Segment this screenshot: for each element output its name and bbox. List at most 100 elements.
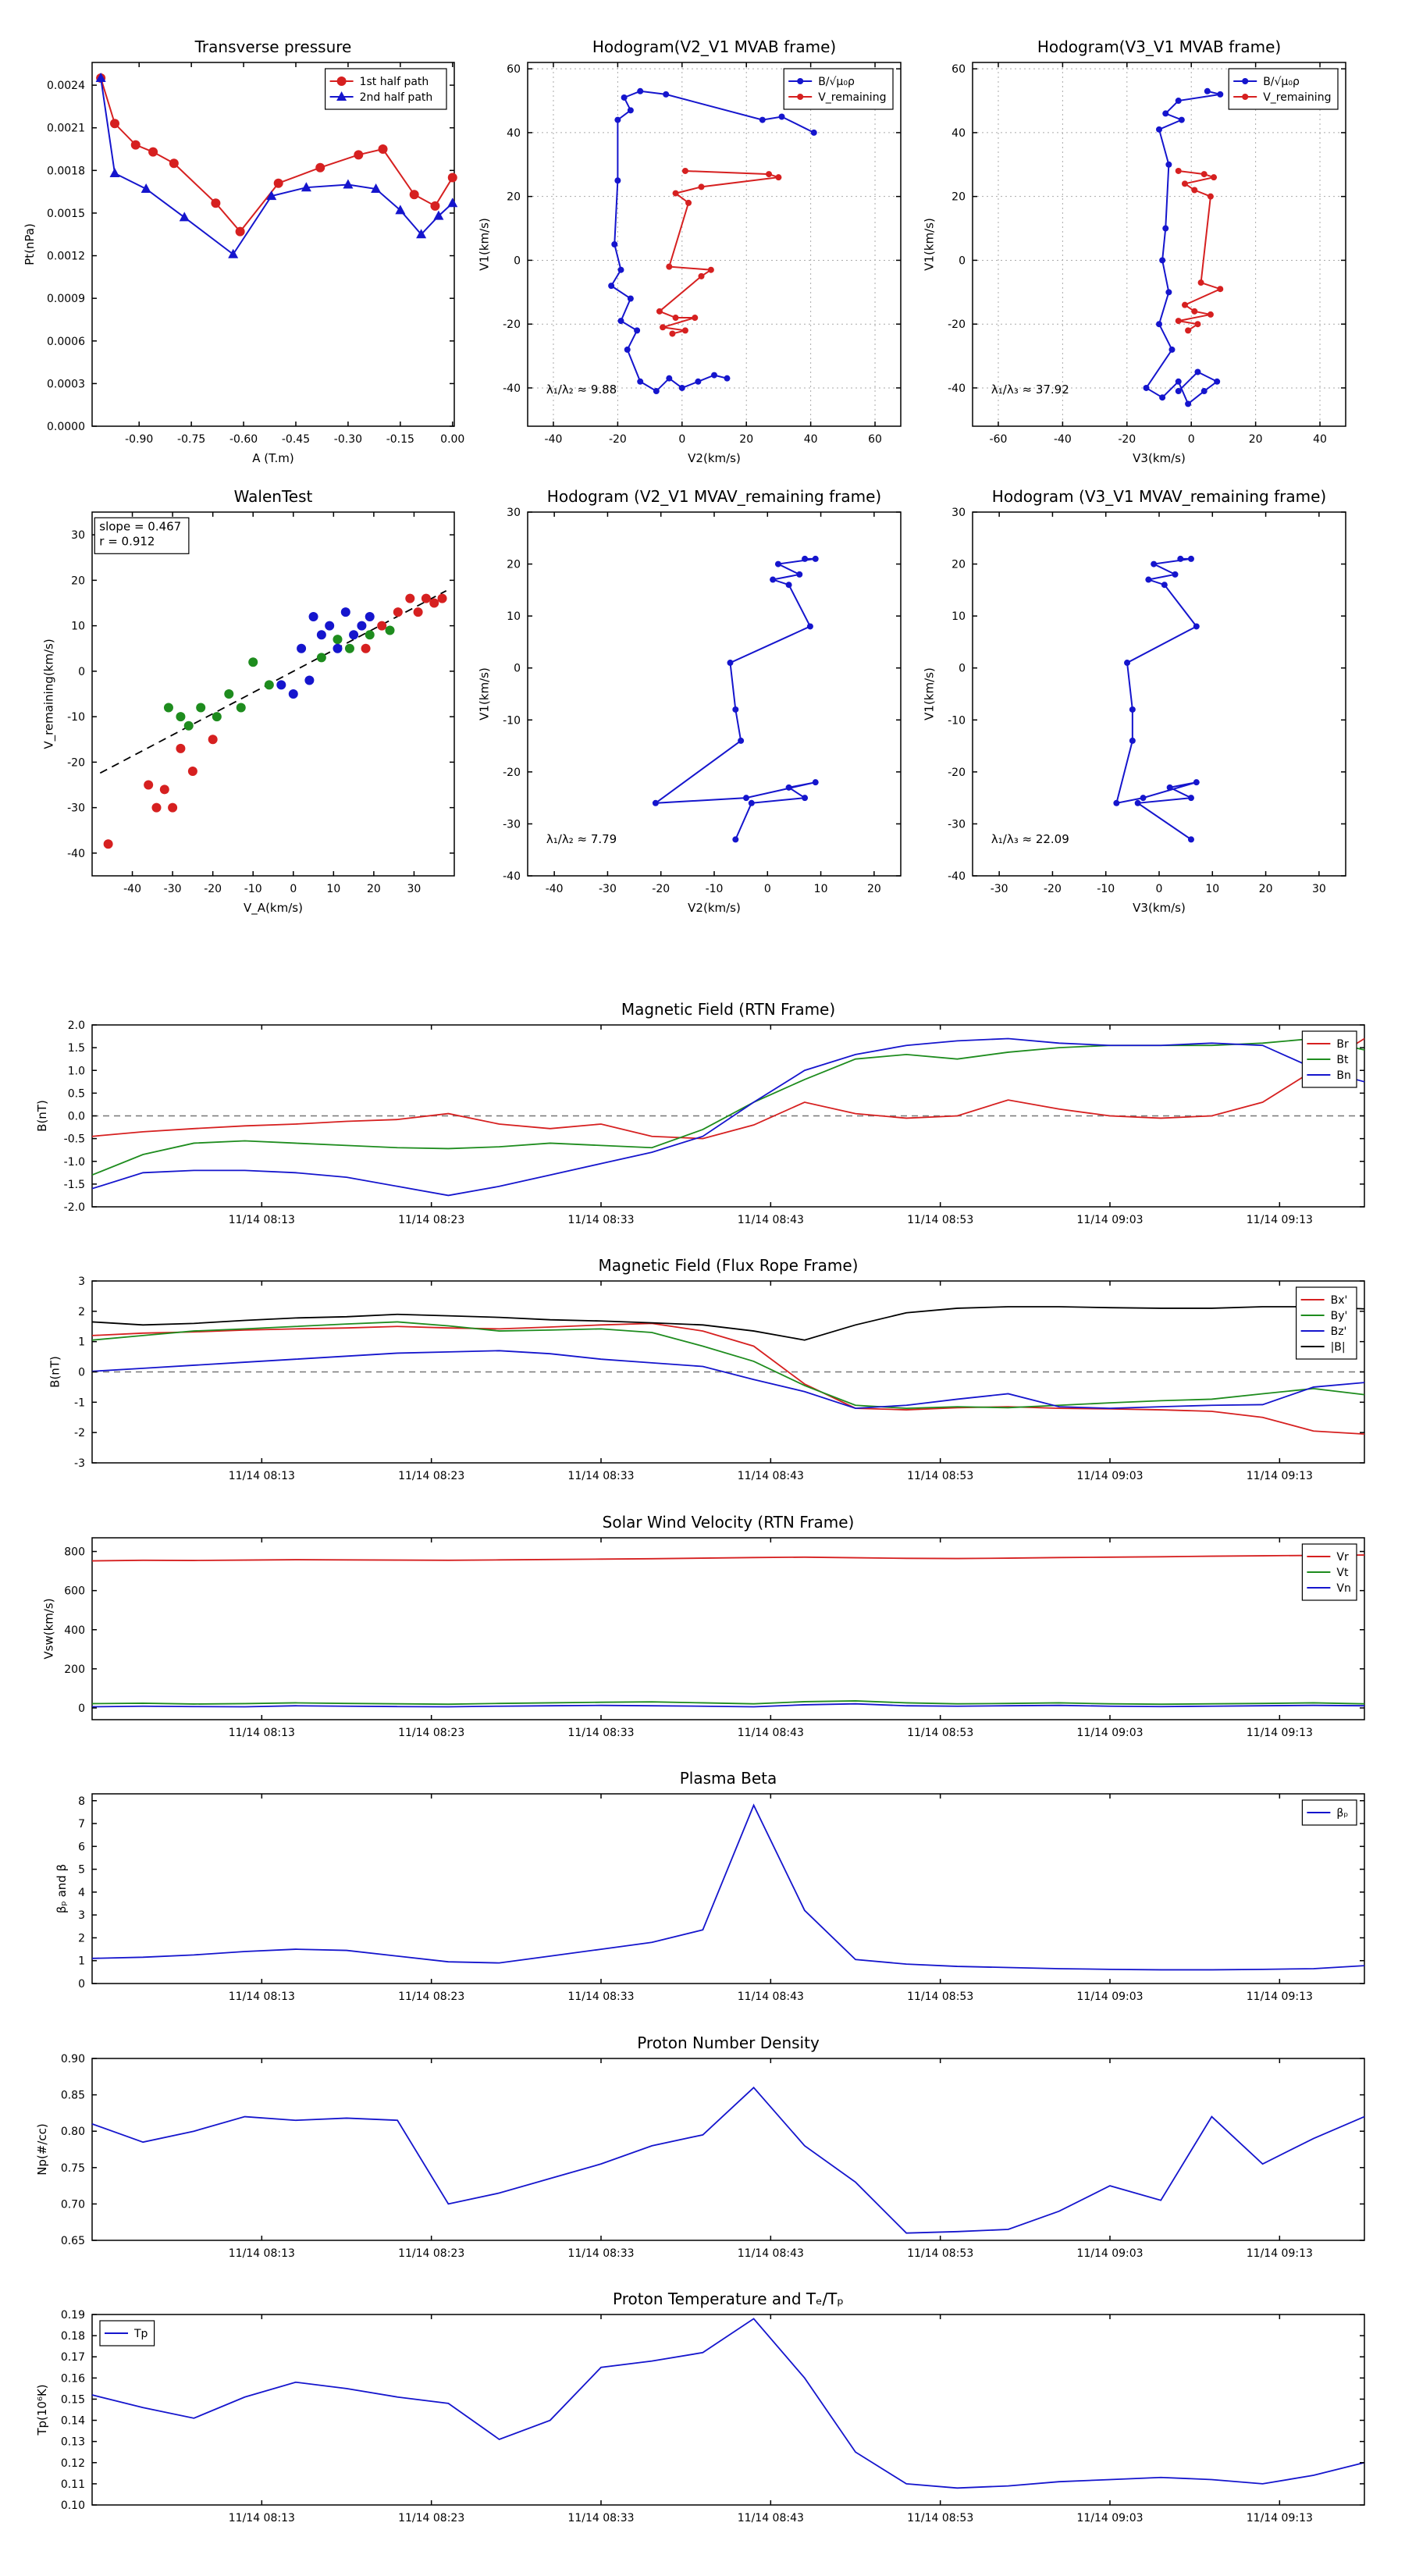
svg-text:3: 3 bbox=[78, 1276, 85, 1288]
svg-text:10: 10 bbox=[71, 621, 85, 633]
svg-text:20: 20 bbox=[507, 559, 521, 571]
svg-text:10: 10 bbox=[507, 610, 521, 623]
svg-text:0.18: 0.18 bbox=[61, 2330, 85, 2343]
hodogram-v3v1-mvav: -30 -20 -10 0 10 20 30 -40 -30 -20 -10 0 10 20 30 Hodog… bbox=[922, 487, 1346, 915]
svg-text:Bx': Bx' bbox=[1331, 1294, 1348, 1307]
svg-text:Vt: Vt bbox=[1336, 1567, 1349, 1579]
svg-text:20: 20 bbox=[1249, 433, 1263, 446]
svg-text:10: 10 bbox=[1205, 883, 1219, 895]
svg-text:-2: -2 bbox=[74, 1427, 85, 1439]
svg-text:0.16: 0.16 bbox=[61, 2372, 85, 2385]
svg-text:11/14 08:53: 11/14 08:53 bbox=[907, 1470, 973, 1482]
svg-text:V_remaining: V_remaining bbox=[818, 91, 886, 104]
svg-text:slope = 0.467: slope = 0.467 bbox=[99, 519, 181, 533]
svg-text:10: 10 bbox=[814, 883, 828, 895]
svg-text:11/14 08:23: 11/14 08:23 bbox=[398, 2247, 464, 2260]
svg-text:-20: -20 bbox=[948, 767, 966, 779]
svg-text:11/14 08:23: 11/14 08:23 bbox=[398, 2512, 464, 2524]
svg-text:0.14: 0.14 bbox=[61, 2415, 85, 2428]
svg-text:1: 1 bbox=[78, 1336, 85, 1349]
transverse-pressure: -0.90 -0.75 -0.60 -0.45 -0.30 -0.15 0.00 0.0000… bbox=[23, 37, 465, 465]
svg-text:-20: -20 bbox=[204, 883, 222, 895]
hodogram-v3v1-mvab: -60 -40 -20 0 20 40 -40 -20 0 20 40 60 Hodogram(V3_V… bbox=[922, 37, 1346, 465]
svg-text:11/14 08:53: 11/14 08:53 bbox=[907, 1727, 973, 1739]
svg-text:0.19: 0.19 bbox=[61, 2309, 85, 2322]
proton-temperature: 11/14 08:13 11/14 08:23 11/14 08:33 11/14 0… bbox=[35, 2290, 1365, 2524]
svg-text:0.15: 0.15 bbox=[61, 2393, 85, 2406]
svg-text:B/√μ₀ρ: B/√μ₀ρ bbox=[1263, 76, 1300, 88]
svg-text:-40: -40 bbox=[545, 433, 563, 446]
svg-text:1.0: 1.0 bbox=[68, 1065, 85, 1077]
magnetic-field-flux-rope: 11/14 08:13 11/14 08:23 11/14 08:33 11/14 0… bbox=[48, 1256, 1365, 1482]
svg-text:11/14 09:13: 11/14 09:13 bbox=[1247, 1991, 1313, 2003]
svg-text:-10: -10 bbox=[67, 711, 85, 724]
svg-text:V2(km/s): V2(km/s) bbox=[688, 901, 741, 915]
svg-text:30: 30 bbox=[507, 507, 521, 519]
svg-text:Proton Number Density: Proton Number Density bbox=[637, 2033, 820, 2052]
svg-text:0.70: 0.70 bbox=[61, 2198, 85, 2211]
svg-text:11/14 08:13: 11/14 08:13 bbox=[229, 1214, 295, 1226]
svg-text:11/14 08:53: 11/14 08:53 bbox=[907, 1991, 973, 2003]
svg-text:0.0009: 0.0009 bbox=[47, 293, 85, 305]
svg-text:V_remaining: V_remaining bbox=[1263, 91, 1331, 104]
svg-text:0.0000: 0.0000 bbox=[47, 421, 85, 433]
svg-text:40: 40 bbox=[507, 127, 521, 140]
magnetic-field-rtn: 11/14 08:13 11/14 08:23 11/14 08:33 11/14 0… bbox=[35, 1000, 1365, 1226]
svg-text:-20: -20 bbox=[1044, 883, 1062, 895]
svg-text:-10: -10 bbox=[1097, 883, 1115, 895]
svg-text:-0.60: -0.60 bbox=[229, 433, 258, 446]
svg-text:V_remaining(km/s): V_remaining(km/s) bbox=[41, 639, 56, 749]
svg-text:10: 10 bbox=[951, 610, 966, 623]
svg-text:11/14 08:23: 11/14 08:23 bbox=[398, 1991, 464, 2003]
svg-text:0: 0 bbox=[1156, 883, 1163, 895]
svg-text:Pt(nPa): Pt(nPa) bbox=[23, 223, 37, 265]
svg-text:2: 2 bbox=[78, 1932, 85, 1944]
svg-text:-1.0: -1.0 bbox=[64, 1156, 85, 1169]
svg-text:Solar Wind Velocity (RTN Frame: Solar Wind Velocity (RTN Frame) bbox=[603, 1513, 855, 1532]
svg-text:0.11: 0.11 bbox=[61, 2478, 85, 2491]
svg-text:V3(km/s): V3(km/s) bbox=[1133, 901, 1186, 915]
svg-text:-1.5: -1.5 bbox=[64, 1179, 85, 1191]
svg-text:0: 0 bbox=[78, 1367, 85, 1379]
svg-text:400: 400 bbox=[64, 1624, 85, 1637]
svg-text:0: 0 bbox=[290, 883, 297, 895]
svg-text:-30: -30 bbox=[948, 818, 966, 831]
hodogram-v2v1-mvab: -40 -20 0 20 40 60 -40 -20 0 20 40 60 Hodogram(V2_V1… bbox=[477, 37, 902, 465]
svg-text:-30: -30 bbox=[991, 883, 1008, 895]
svg-text:0.0018: 0.0018 bbox=[47, 165, 85, 177]
svg-text:-10: -10 bbox=[244, 883, 262, 895]
svg-text:1.5: 1.5 bbox=[68, 1042, 85, 1055]
svg-text:0.0006: 0.0006 bbox=[47, 336, 85, 348]
svg-text:-0.15: -0.15 bbox=[386, 433, 414, 446]
svg-text:-30: -30 bbox=[67, 802, 85, 815]
svg-text:40: 40 bbox=[951, 127, 966, 140]
svg-text:-20: -20 bbox=[948, 318, 966, 331]
svg-text:0: 0 bbox=[959, 663, 966, 675]
svg-text:Bn: Bn bbox=[1336, 1069, 1350, 1082]
svg-text:11/14 09:13: 11/14 09:13 bbox=[1247, 1470, 1313, 1482]
svg-text:-2.0: -2.0 bbox=[64, 1201, 85, 1214]
svg-text:11/14 08:23: 11/14 08:23 bbox=[398, 1727, 464, 1739]
svg-text:0.90: 0.90 bbox=[61, 2053, 85, 2065]
svg-text:-1: -1 bbox=[74, 1397, 85, 1409]
svg-text:1st half path: 1st half path bbox=[360, 76, 429, 88]
svg-text:11/14 08:43: 11/14 08:43 bbox=[738, 1991, 804, 2003]
svg-text:11/14 08:33: 11/14 08:33 bbox=[567, 1214, 634, 1226]
svg-text:11/14 09:03: 11/14 09:03 bbox=[1076, 2247, 1143, 2260]
svg-text:11/14 09:13: 11/14 09:13 bbox=[1247, 2247, 1313, 2260]
svg-text:0.75: 0.75 bbox=[61, 2162, 85, 2175]
svg-text:0.0024: 0.0024 bbox=[47, 80, 85, 92]
svg-text:0: 0 bbox=[514, 254, 521, 267]
svg-text:11/14 08:43: 11/14 08:43 bbox=[738, 1214, 804, 1226]
svg-text:Proton Temperature and Tₑ/Tₚ: Proton Temperature and Tₑ/Tₚ bbox=[613, 2290, 844, 2308]
svg-text:-20: -20 bbox=[503, 767, 521, 779]
svg-text:V1(km/s): V1(km/s) bbox=[477, 218, 491, 271]
svg-text:-60: -60 bbox=[990, 433, 1008, 446]
svg-text:V3(km/s): V3(km/s) bbox=[1133, 451, 1186, 465]
svg-text:3: 3 bbox=[78, 1909, 85, 1922]
svg-text:|B|: |B| bbox=[1331, 1341, 1346, 1354]
svg-text:11/14 08:43: 11/14 08:43 bbox=[738, 1470, 804, 1482]
svg-text:-3: -3 bbox=[74, 1457, 85, 1470]
svg-text:-40: -40 bbox=[546, 883, 564, 895]
svg-text:-20: -20 bbox=[652, 883, 670, 895]
